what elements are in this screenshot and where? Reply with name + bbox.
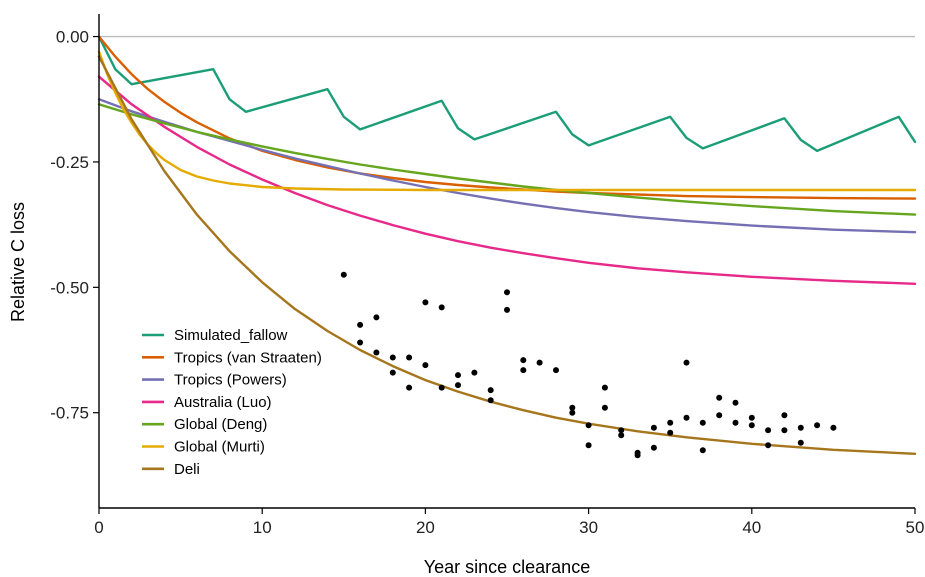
plot-area	[97, 35, 917, 455]
scatter-point	[618, 427, 625, 434]
scatter-point	[765, 442, 772, 449]
legend: Simulated_fallow Tropics (van Straaten) Tr…	[142, 327, 322, 478]
series-line-5	[97, 50, 917, 192]
scatter-point	[716, 394, 723, 401]
x-tick-label: 50	[906, 518, 925, 537]
scatter-point	[504, 289, 510, 296]
scatter-point	[748, 422, 755, 429]
legend-label-3: Australia (Luo)	[174, 394, 272, 411]
scatter-point	[650, 424, 657, 431]
scatter-point	[357, 321, 364, 328]
scatter-point	[732, 399, 739, 406]
scatter-point	[601, 404, 608, 411]
series-line-4	[97, 103, 917, 216]
series-line-2	[97, 98, 917, 234]
scatter-point	[455, 372, 461, 379]
scatter-point	[781, 412, 788, 419]
scatter-point	[699, 447, 706, 454]
scatter-point	[569, 404, 576, 411]
scatter-point	[373, 349, 380, 356]
legend-label-2: Tropics (Powers)	[174, 372, 287, 389]
scatter-point	[340, 271, 347, 278]
scatter-point	[504, 306, 510, 313]
scatter-point	[389, 369, 396, 376]
legend-label-4: Global (Deng)	[174, 416, 267, 433]
x-tick-label: 20	[416, 518, 435, 537]
scatter-point	[422, 299, 429, 306]
scatter-point	[536, 359, 543, 366]
scatter-point	[520, 367, 527, 374]
scatter-point	[830, 424, 837, 431]
y-tick-label: -0.50	[50, 278, 89, 297]
scatter-point	[389, 354, 396, 361]
scatter-point	[553, 367, 559, 374]
x-axis-title: Year since clearance	[424, 557, 590, 577]
scatter-point	[683, 359, 690, 366]
x-tick-label: 40	[742, 518, 761, 537]
scatter-point	[797, 439, 804, 446]
scatter-point	[732, 419, 739, 426]
scatter-point	[699, 419, 706, 426]
scatter-point	[585, 422, 592, 429]
scatter-point	[569, 409, 576, 416]
scatter-point	[487, 387, 494, 394]
y-tick-label: 0.00	[56, 28, 89, 47]
scatter-point	[667, 429, 674, 436]
scatter-point	[422, 362, 429, 369]
scatter-point	[438, 384, 445, 391]
scatter-point	[683, 414, 690, 421]
scatter-point	[406, 384, 413, 391]
axes: 0 10 20 30 40 50 0.00 -0.25 -0.50 -0.75	[50, 14, 924, 537]
scatter-point	[373, 314, 380, 321]
y-tick-label: -0.75	[50, 404, 89, 423]
y-axis-title: Relative C loss	[8, 202, 28, 322]
scatter-point	[487, 397, 494, 404]
scatter-point	[357, 339, 364, 346]
x-tick-label: 10	[253, 518, 272, 537]
x-tick-label: 30	[579, 518, 598, 537]
scatter-point	[471, 369, 478, 376]
scatter-point	[797, 424, 804, 431]
scatter-point	[438, 304, 445, 311]
legend-label-1: Tropics (van Straaten)	[174, 349, 322, 366]
scatter-point	[406, 354, 413, 361]
scatter-point	[716, 412, 723, 419]
scatter-point	[601, 384, 608, 391]
series-line-0	[97, 35, 917, 153]
scatter-point	[650, 444, 657, 451]
scatter-point	[634, 452, 641, 459]
legend-label-6: Deli	[174, 461, 200, 478]
series-line-1	[97, 35, 917, 200]
scatter-point	[748, 414, 755, 421]
scatter-point	[781, 427, 788, 434]
legend-label-0: Simulated_fallow	[174, 327, 288, 344]
scatter-point	[667, 419, 674, 426]
scatter-point	[618, 432, 625, 439]
scatter-point	[814, 422, 821, 429]
legend-label-5: Global (Murti)	[174, 439, 265, 456]
scatter-point	[765, 427, 772, 434]
scatter-point	[520, 357, 527, 364]
x-tick-label: 0	[94, 518, 103, 537]
series-line-3	[97, 75, 917, 285]
scatter-point	[585, 442, 592, 449]
y-tick-label: -0.25	[50, 153, 89, 172]
scatter-point	[455, 382, 461, 389]
observations-scatter	[340, 271, 837, 459]
